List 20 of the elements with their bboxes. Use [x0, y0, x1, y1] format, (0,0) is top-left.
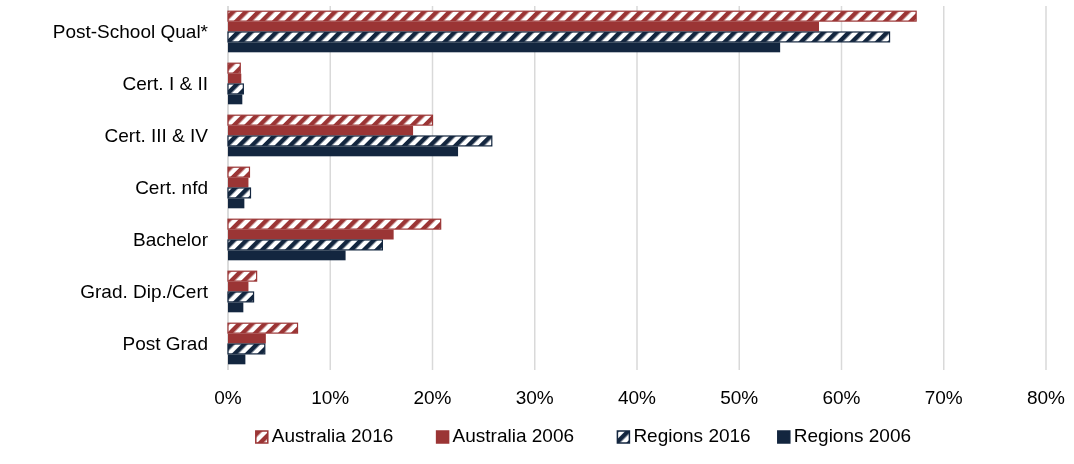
y-tick-label: Cert. nfd [135, 177, 208, 198]
legend-label: Regions 2006 [793, 425, 912, 446]
legend-label: Australia 2016 [271, 425, 394, 446]
x-tick-label: 50% [720, 387, 759, 408]
y-tick-label: Post-School Qual* [52, 21, 209, 42]
x-tick-label: 70% [924, 387, 963, 408]
x-tick-label: 20% [413, 387, 452, 408]
y-tick-label: Bachelor [133, 229, 209, 250]
legend-label: Australia 2006 [452, 425, 575, 446]
x-tick-label: 80% [1026, 387, 1066, 408]
legend-label: Regions 2016 [633, 425, 751, 446]
y-tick-label: Grad. Dip./Cert [80, 281, 209, 302]
x-tick-label: 60% [822, 387, 861, 408]
x-tick-label: 40% [617, 387, 657, 408]
y-tick-label: Cert. III & IV [104, 125, 209, 146]
y-tick-label: Post Grad [122, 333, 208, 354]
x-tick-label: 0% [214, 387, 242, 408]
x-tick-label: 10% [311, 387, 350, 408]
x-tick-label: 30% [515, 387, 554, 408]
y-tick-label: Cert. I & II [122, 73, 208, 94]
